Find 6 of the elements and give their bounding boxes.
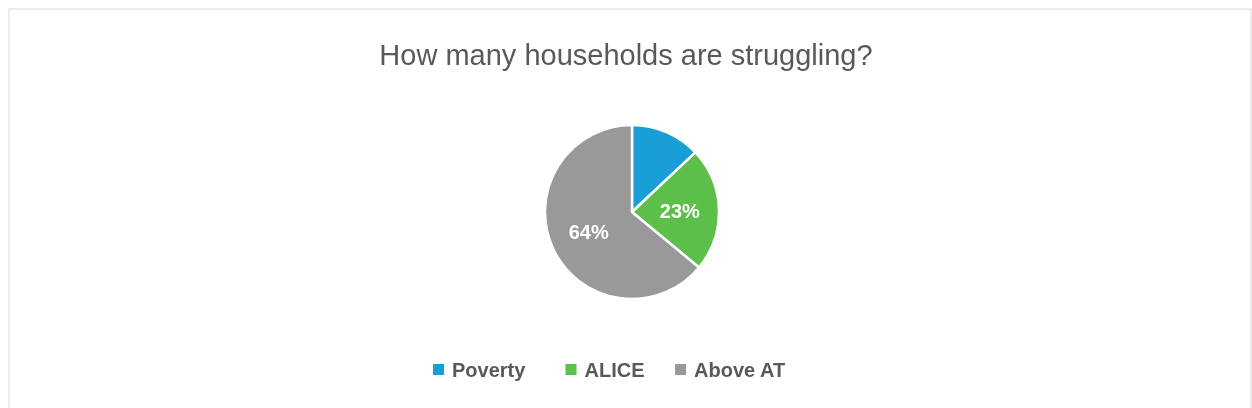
chart-title: How many households are struggling? (379, 39, 873, 71)
legend-label: Above AT (694, 359, 786, 381)
legend-label: Poverty (452, 359, 527, 381)
legend-label: ALICE (584, 359, 645, 381)
data-label: 64% (568, 221, 609, 244)
data-label: 23% (659, 199, 701, 222)
